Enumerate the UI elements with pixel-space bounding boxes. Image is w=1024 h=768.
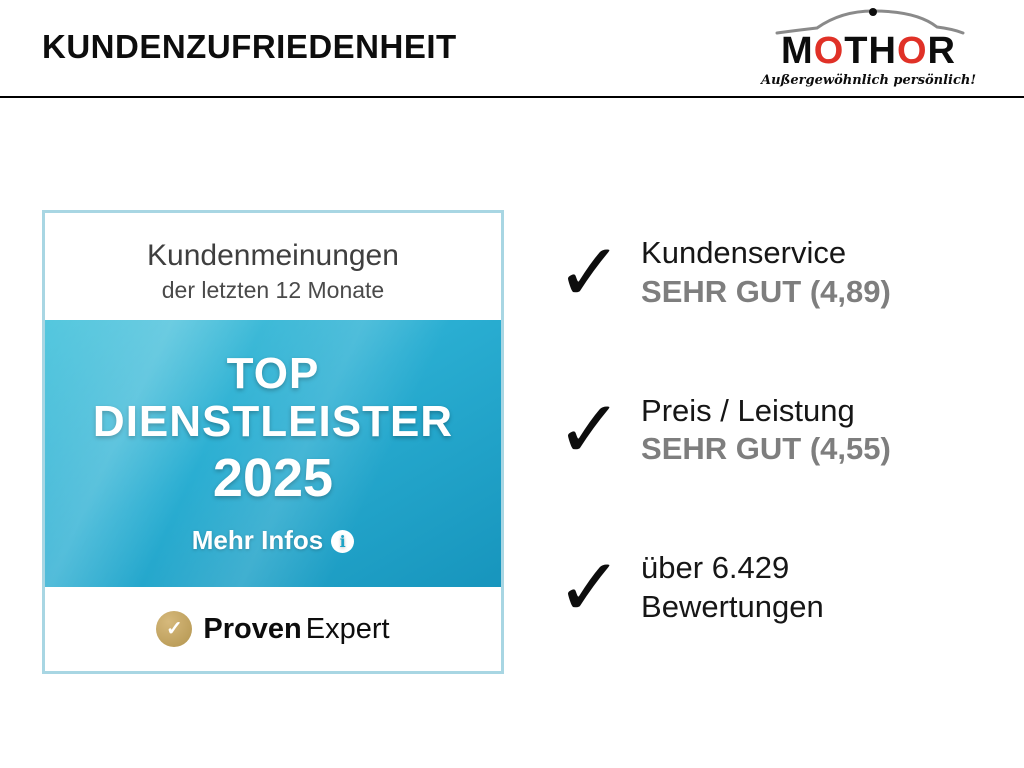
- provenexpert-wordmark: Proven Expert: [203, 613, 389, 646]
- badge-header: Kundenmeinungen der letzten 12 Monate: [45, 213, 501, 320]
- brand-wordmark: MOTHOR: [761, 32, 976, 70]
- award-line-top: TOP: [226, 349, 320, 398]
- brand-letter: O: [896, 30, 928, 72]
- brand-letter: M: [781, 30, 814, 72]
- checkmark-icon: ✓: [556, 540, 624, 634]
- badge-title: Kundenmeinungen: [147, 239, 399, 272]
- badge-subtitle: der letzten 12 Monate: [161, 277, 385, 303]
- more-info-label: Mehr Infos: [191, 524, 324, 555]
- fact-label-line2: Bewertungen: [641, 588, 824, 624]
- mothor-logo: MOTHOR Außergewöhnlich persönlich!: [761, 6, 976, 87]
- provenexpert-footer: ✓ Proven Expert: [45, 587, 501, 671]
- award-year: 2025: [212, 447, 334, 508]
- provenexpert-word-expert: Expert: [305, 612, 390, 645]
- provenexpert-badge[interactable]: Kundenmeinungen der letzten 12 Monate TO…: [42, 210, 504, 674]
- provenexpert-word-proven: Proven: [203, 612, 302, 645]
- checkmark-icon: ✓: [556, 225, 624, 319]
- brand-tagline: Außergewöhnlich persönlich!: [761, 73, 977, 88]
- page-title: KUNDENZUFRIEDENHEIT: [42, 28, 457, 65]
- fact-label: Kundenservice: [641, 235, 847, 270]
- brand-letter: O: [813, 30, 845, 72]
- fact-label: über 6.429: [641, 550, 790, 585]
- fact-rating: SEHR GUT (4,89): [641, 273, 891, 309]
- brand-letter: H: [868, 30, 897, 72]
- car-silhouette-icon: [775, 8, 964, 35]
- more-info-link[interactable]: Mehr Infos i: [45, 525, 501, 556]
- fact-preis-leistung: ✓ Preis / Leistung SEHR GUT (4,55): [556, 383, 996, 477]
- fact-kundenservice: ✓ Kundenservice SEHR GUT (4,89): [556, 225, 996, 319]
- facts-list: ✓ Kundenservice SEHR GUT (4,89) ✓ Preis …: [556, 225, 996, 634]
- award-line-dienstleister: DIENSTLEISTER: [92, 397, 454, 447]
- fact-bewertungen: ✓ über 6.429 Bewertungen: [556, 540, 996, 634]
- brand-letter: R: [927, 30, 956, 72]
- badge-award-panel: TOP DIENSTLEISTER 2025 Mehr Infos i: [45, 320, 501, 587]
- provenexpert-check-icon: ✓: [156, 611, 193, 647]
- brand-letter: T: [844, 30, 869, 72]
- header-divider: [0, 96, 1024, 98]
- fact-rating: SEHR GUT (4,55): [641, 431, 891, 467]
- checkmark-icon: ✓: [556, 383, 624, 477]
- fact-label: Preis / Leistung: [641, 392, 855, 428]
- info-icon[interactable]: i: [331, 529, 355, 553]
